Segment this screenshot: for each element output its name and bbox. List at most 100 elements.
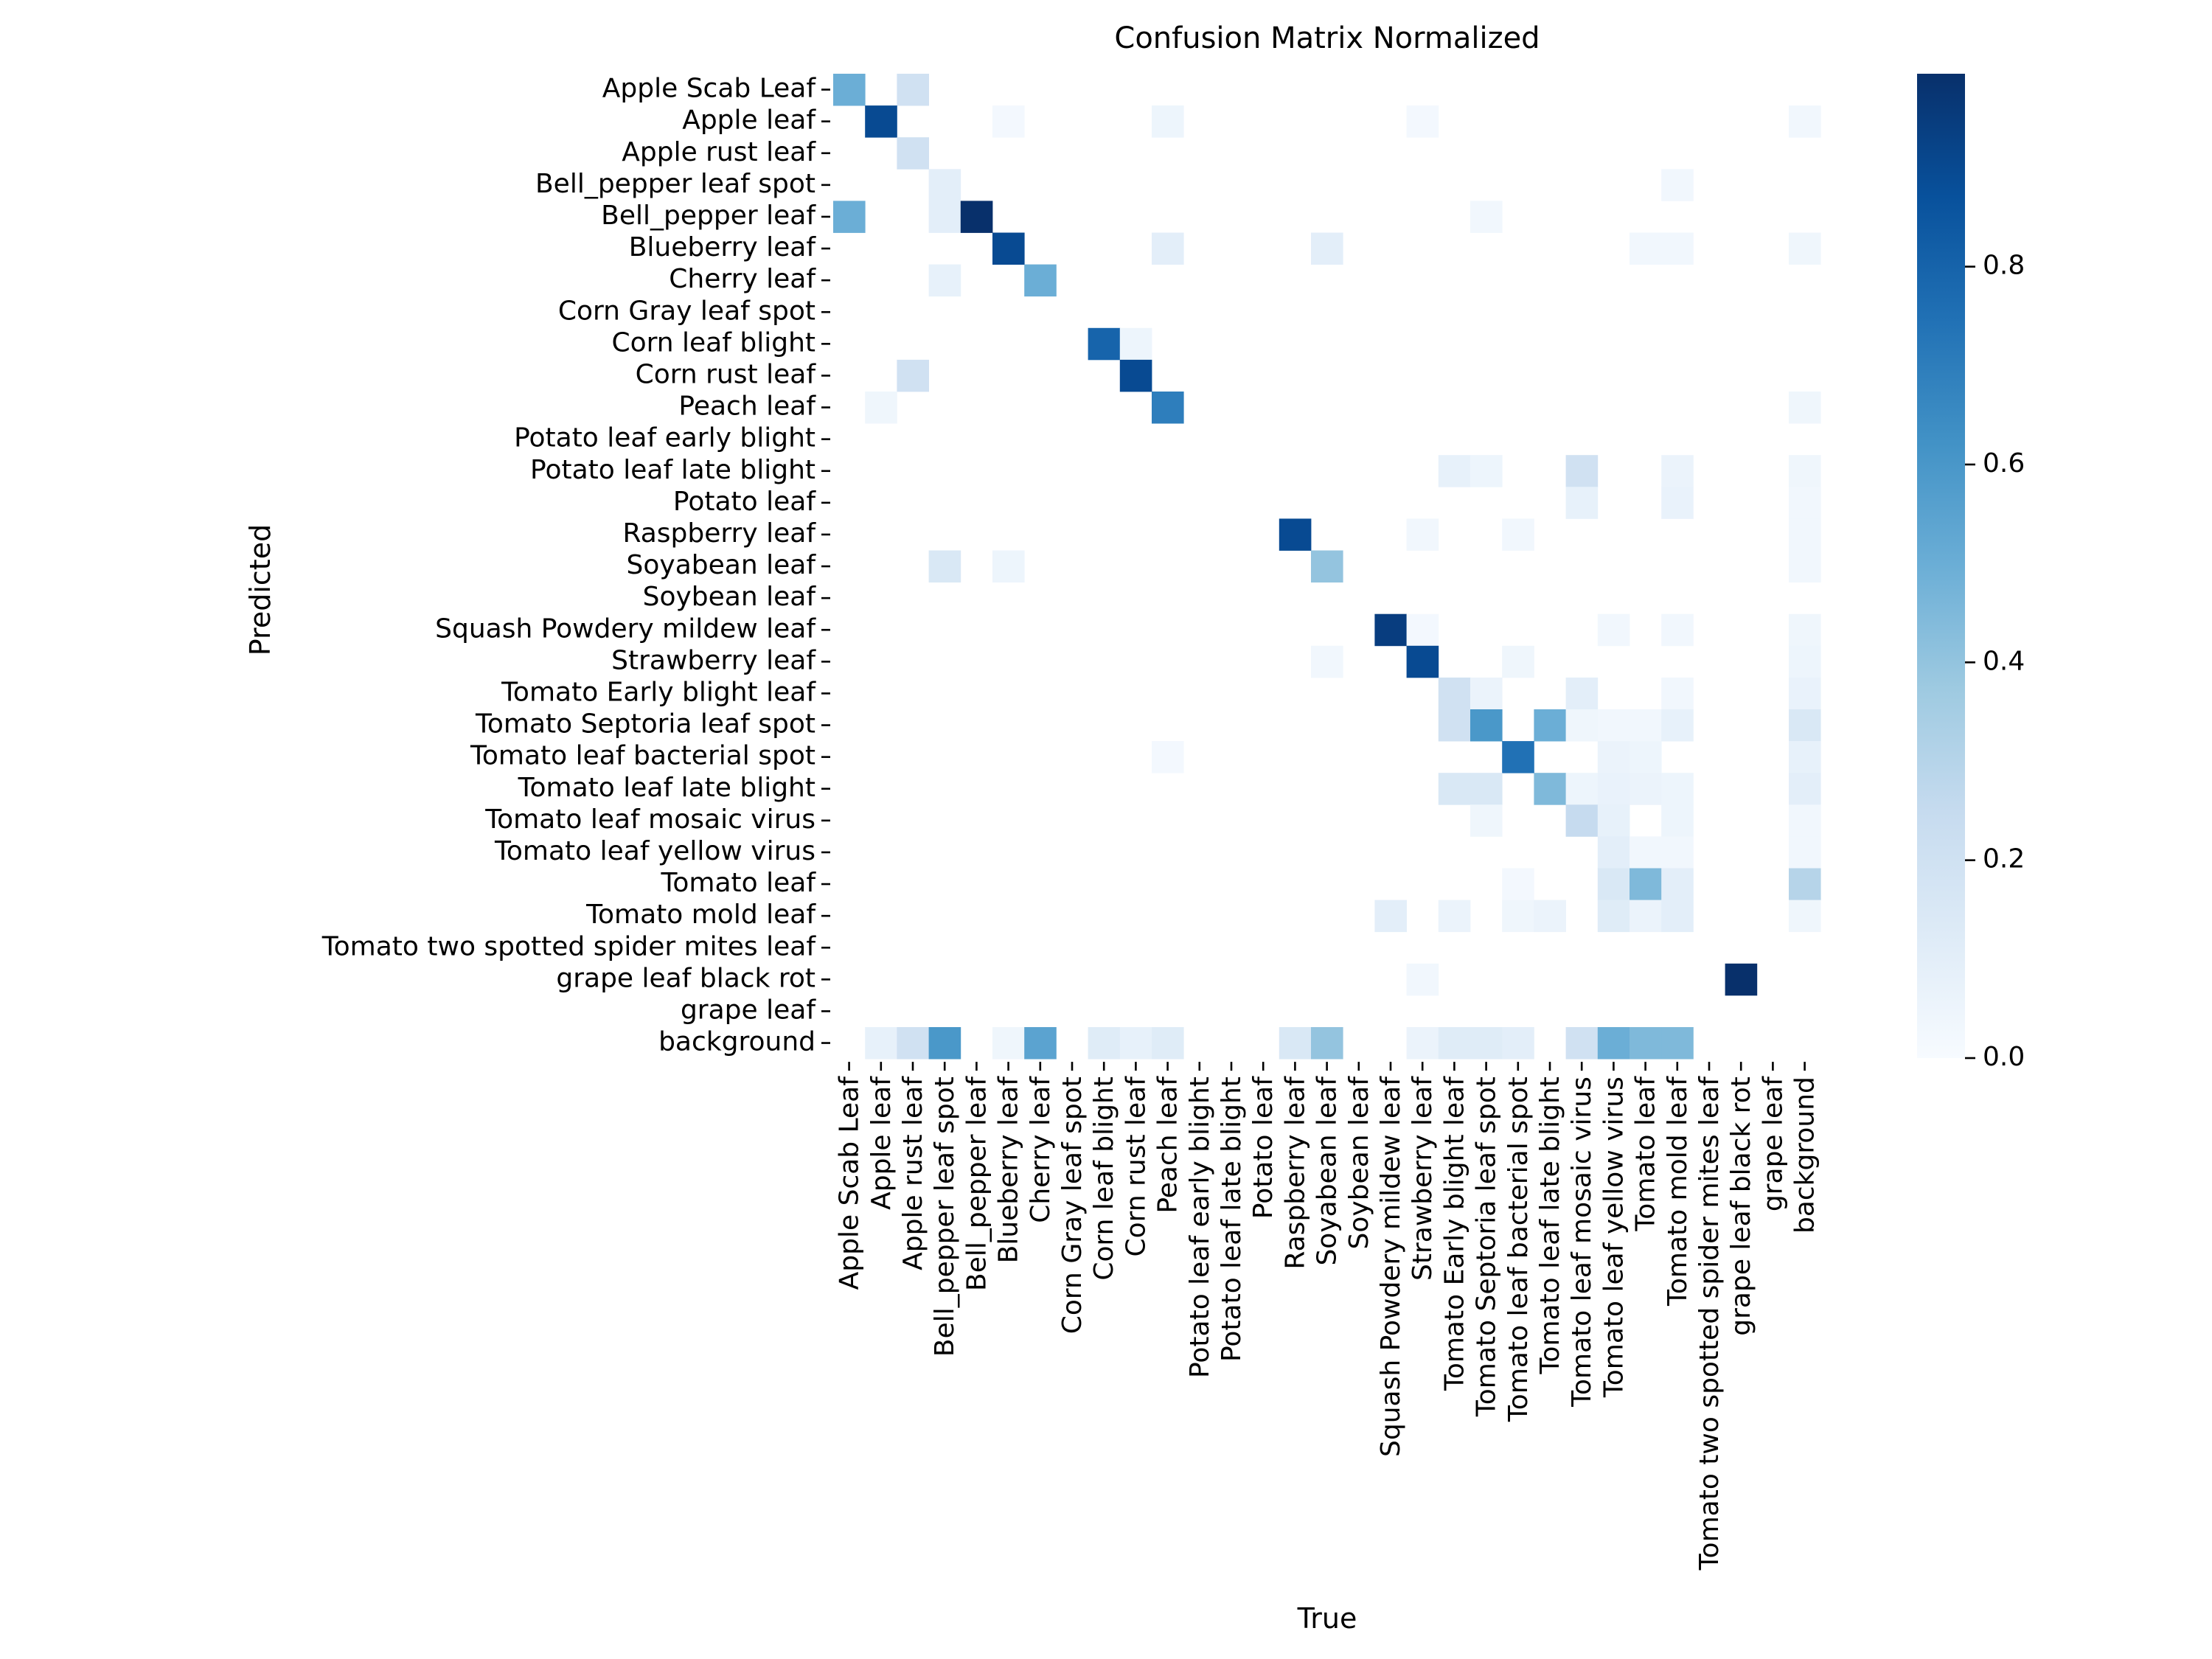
heatmap-cell: [1725, 963, 1758, 996]
x-tick-label: Blueberry leaf: [994, 1076, 1024, 1264]
heatmap-cell: [1630, 900, 1662, 933]
heatmap-cell: [1438, 455, 1471, 487]
y-tick-label: background: [658, 1027, 815, 1057]
y-tick-label: Tomato leaf bacterial spot: [470, 741, 815, 771]
chart-title: Confusion Matrix Normalized: [1114, 21, 1540, 55]
heatmap-cell: [1789, 836, 1821, 869]
heatmap-cell: [1374, 613, 1407, 647]
heatmap-cell: [1597, 868, 1630, 900]
heatmap-cell: [1311, 645, 1343, 678]
heatmap-cell: [992, 232, 1025, 265]
heatmap-cell: [1119, 327, 1152, 361]
heatmap-cell: [928, 264, 961, 297]
heatmap-cell: [1789, 455, 1821, 487]
heatmap-cell: [1534, 900, 1566, 933]
heatmap-cell: [1630, 868, 1662, 900]
heatmap-cell: [1438, 773, 1471, 805]
heatmap-cell: [1279, 518, 1312, 551]
heatmap-cell: [1661, 836, 1694, 869]
heatmap-cell: [928, 201, 961, 233]
y-tick-label: Tomato leaf late blight: [518, 773, 815, 803]
x-tick-label: Potato leaf: [1248, 1076, 1279, 1219]
heatmap-cell: [1438, 1027, 1471, 1060]
x-tick-label: Squash Powdery mildew leaf: [1376, 1076, 1406, 1457]
y-tick-label: Squash Powdery mildew leaf: [435, 613, 816, 644]
y-tick-label: Apple Scab Leaf: [602, 74, 817, 104]
heatmap-cell: [1565, 773, 1599, 805]
x-axis-label: True: [1297, 1602, 1357, 1635]
heatmap-cell: [897, 359, 929, 392]
x-tick-label: Apple leaf: [866, 1076, 897, 1210]
y-tick-label: Bell_pepper leaf spot: [535, 169, 815, 199]
heatmap-cell: [1502, 518, 1534, 551]
x-tick-label: Tomato Early blight leaf: [1439, 1076, 1470, 1391]
y-tick-label: Peach leaf: [678, 392, 816, 422]
heatmap-cell: [1661, 487, 1694, 519]
x-tick-label: Tomato leaf: [1631, 1076, 1661, 1232]
heatmap-cell: [1470, 709, 1503, 742]
x-tick-label: Potato leaf late blight: [1217, 1077, 1247, 1362]
heatmap-cell: [1152, 1027, 1184, 1060]
heatmap-cell: [1597, 741, 1630, 773]
heatmap-cell: [1789, 868, 1821, 900]
y-tick-label: Bell_pepper leaf: [601, 201, 816, 231]
heatmap-cell: [992, 105, 1025, 138]
x-tick-label: Bell_pepper leaf: [961, 1076, 992, 1291]
y-tick-label: grape leaf: [681, 995, 816, 1025]
heatmap-cell: [1789, 709, 1821, 742]
heatmap-cell: [1661, 677, 1694, 710]
heatmap-cell: [1406, 963, 1439, 996]
heatmap-cells: [833, 74, 1821, 1060]
heatmap-cell: [1789, 392, 1821, 424]
heatmap-cell: [1152, 741, 1184, 773]
x-tick-label: Corn leaf blight: [1089, 1077, 1119, 1281]
heatmap-cell: [897, 1027, 929, 1060]
y-tick-label: Tomato Early blight leaf: [501, 677, 816, 707]
heatmap-cell: [1279, 1027, 1312, 1060]
colorbar-tick-label: 0.6: [1983, 448, 2025, 479]
heatmap-cell: [1565, 455, 1599, 487]
heatmap-cell: [1374, 900, 1407, 933]
heatmap-cell: [1406, 613, 1439, 647]
heatmap-cell: [1502, 1027, 1534, 1060]
x-tick-label: Tomato two spotted spider mites leaf: [1694, 1076, 1725, 1571]
heatmap-cell: [1661, 900, 1694, 933]
y-tick-label: Potato leaf: [673, 487, 816, 517]
heatmap-cell: [1630, 836, 1662, 869]
heatmap-cell: [1789, 677, 1821, 710]
x-tick-label: Corn rust leaf: [1121, 1076, 1151, 1257]
y-tick-label: Strawberry leaf: [611, 645, 816, 675]
y-axis-label: Predicted: [244, 524, 276, 655]
x-tick-label: Peach leaf: [1153, 1076, 1183, 1214]
heatmap-cell: [1597, 1027, 1630, 1060]
heatmap-cell: [1024, 264, 1057, 297]
x-tick-label: Apple rust leaf: [898, 1076, 928, 1270]
heatmap-cell: [1311, 550, 1343, 582]
heatmap-cell: [992, 1027, 1025, 1060]
heatmap-cell: [1534, 773, 1566, 805]
y-tick-label: Corn leaf blight: [611, 327, 815, 358]
x-tick-label: grape leaf black rot: [1726, 1077, 1756, 1336]
heatmap-cell: [1088, 327, 1121, 361]
y-tick-label: Raspberry leaf: [623, 518, 817, 549]
heatmap-cell: [1470, 201, 1503, 233]
x-tick-label: Tomato leaf late blight: [1535, 1077, 1565, 1374]
heatmap-cell: [1597, 613, 1630, 647]
heatmap-cell: [1119, 1027, 1152, 1060]
heatmap-cell: [1597, 836, 1630, 869]
heatmap-cell: [1565, 487, 1599, 519]
heatmap-cell: [1789, 741, 1821, 773]
heatmap-cell: [1630, 773, 1662, 805]
heatmap-cell: [1470, 804, 1503, 837]
heatmap-cell: [1661, 773, 1694, 805]
y-tick-label: Apple rust leaf: [622, 137, 816, 167]
heatmap-cell: [1661, 455, 1694, 487]
x-tick-label: Corn Gray leaf spot: [1057, 1077, 1088, 1334]
heatmap-cell: [1630, 232, 1662, 265]
heatmap-cell: [1152, 232, 1184, 265]
heatmap-cell: [1597, 900, 1630, 933]
x-axis-ticks: Apple Scab Leaf Apple leaf Apple rust leaf…: [835, 1062, 1820, 1571]
colorbar-tick-label: 0.4: [1983, 646, 2025, 676]
y-tick-label: Soybean leaf: [643, 582, 817, 612]
